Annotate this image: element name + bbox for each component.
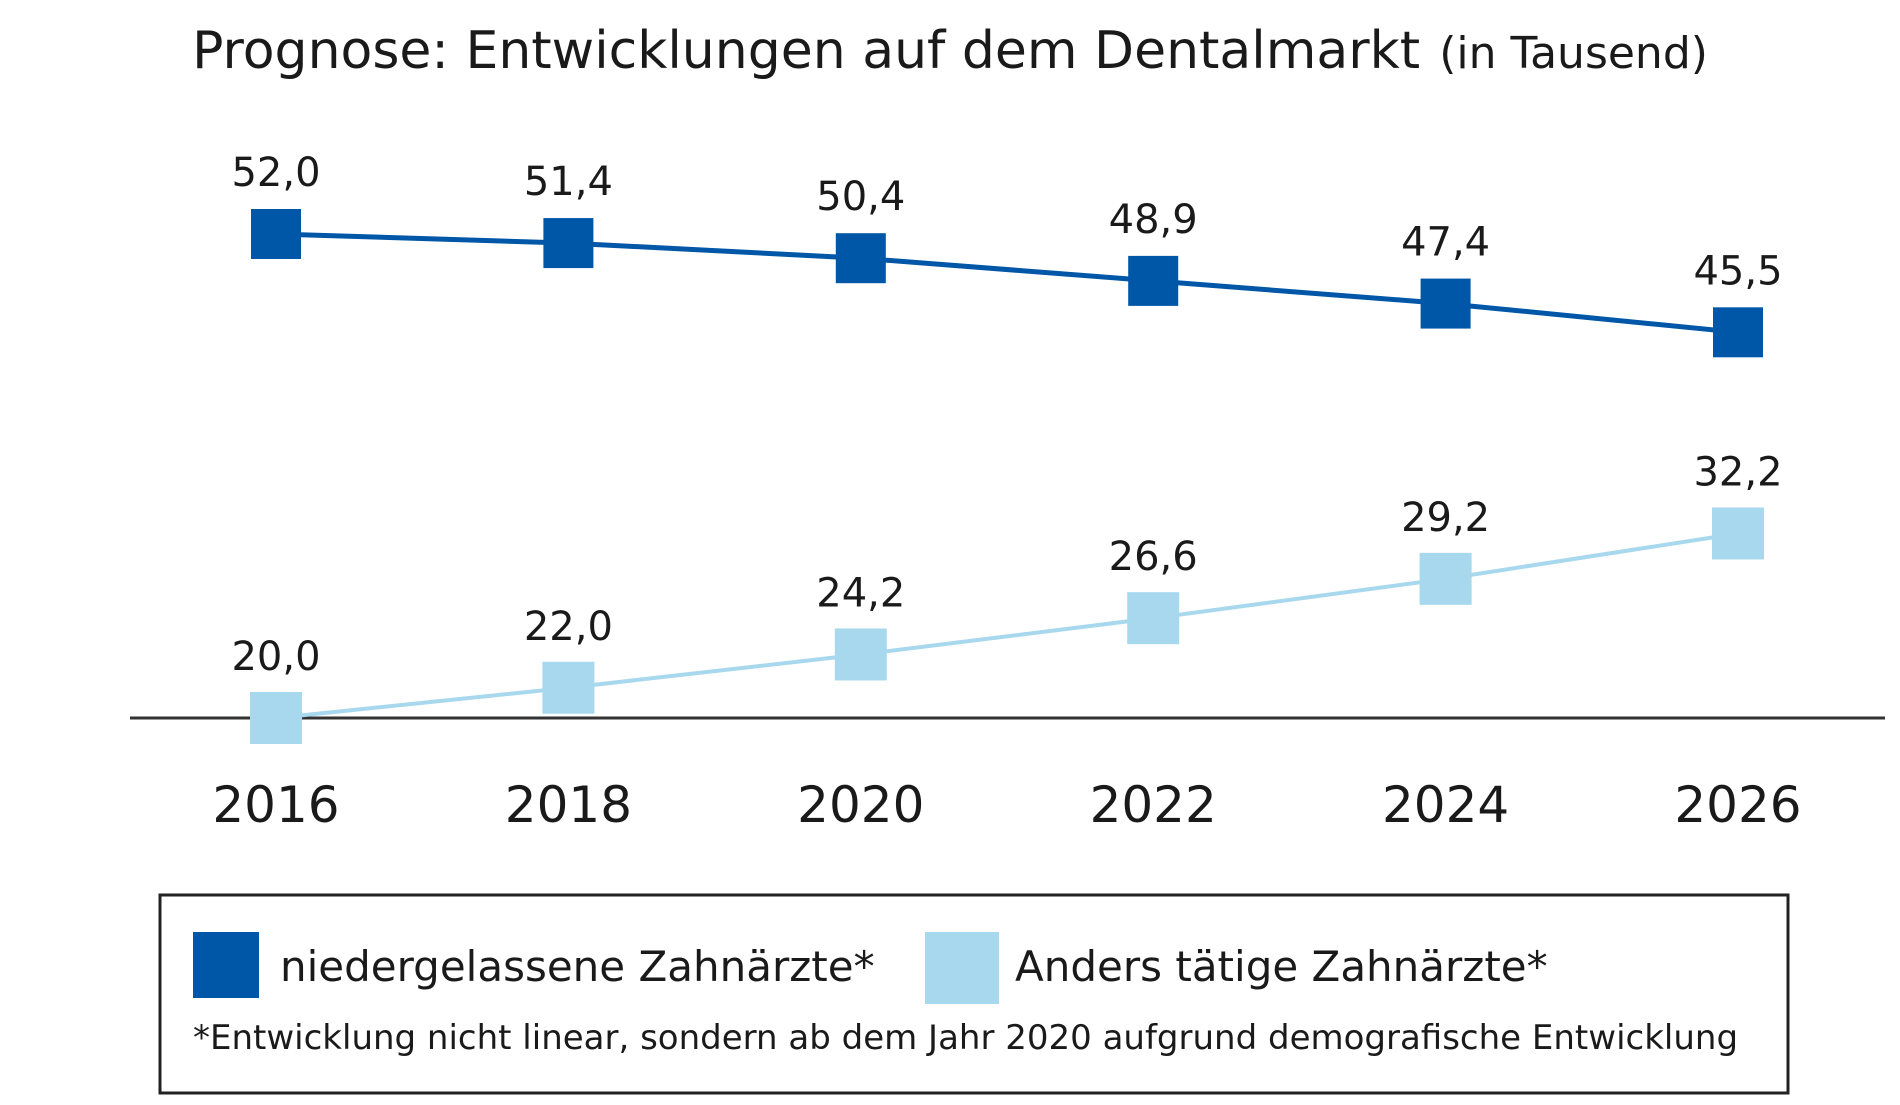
x-tick-label: 2020: [797, 776, 924, 834]
data-point: [1127, 592, 1180, 645]
data-label: 47,4: [1401, 220, 1490, 266]
legend-label-anders-taetige: Anders tätige Zahnärzte*: [1015, 942, 1548, 991]
data-point: [542, 661, 595, 714]
data-label: 20,0: [231, 634, 320, 680]
data-point: [543, 218, 594, 269]
series-line: [275, 231, 1739, 335]
data-label: 51,4: [524, 159, 613, 205]
x-tick-label: 2026: [1674, 776, 1801, 834]
legend-label-niedergelassene: niedergelassene Zahnärzte*: [280, 942, 875, 991]
legend: niedergelassene Zahnärzte* Anders tätige…: [158, 893, 1790, 1095]
data-label: 50,4: [816, 174, 905, 220]
x-tick-label: 2018: [505, 776, 632, 834]
data-point: [835, 233, 886, 284]
data-point: [1712, 507, 1764, 560]
x-tick-label: 2016: [212, 776, 339, 834]
x-tick-label: 2022: [1090, 776, 1217, 834]
series-line: [275, 531, 1739, 720]
legend-swatch-niedergelassene: [193, 932, 259, 998]
data-point: [834, 628, 887, 681]
series-layer: 52,0 51,4 50,4 48,9 47,4 45,5 20,0 22,0 24,2 26,6…: [231, 150, 1783, 744]
data-label: 29,2: [1401, 495, 1490, 541]
data-label: 26,6: [1109, 534, 1198, 580]
x-tick-labels: 2016 2018 2020 2022 2024 2026: [212, 776, 1801, 834]
chart-title: Prognose: Entwicklungen auf dem Dentalma…: [192, 21, 1708, 81]
legend-swatch-anders-taetige: [925, 932, 999, 1004]
data-label: 52,0: [231, 150, 320, 196]
legend-footnote: *Entwicklung nicht linear, sondern ab de…: [193, 1018, 1738, 1058]
data-point: [1419, 552, 1472, 605]
data-point: [1128, 255, 1179, 306]
legend-box: [158, 893, 1790, 1095]
data-point: [251, 209, 301, 259]
data-label: 48,9: [1109, 197, 1198, 243]
series-niedergelassene: 52,0 51,4 50,4 48,9 47,4 45,5: [231, 150, 1783, 358]
data-label: 32,2: [1693, 449, 1782, 495]
data-label: 24,2: [816, 570, 905, 616]
data-point: [1420, 278, 1471, 329]
data-point: [250, 692, 302, 744]
data-label: 22,0: [524, 604, 613, 650]
data-point: [1713, 307, 1763, 358]
series-anders-taetige: 20,0 22,0 24,2 26,6 29,2 32,2: [231, 449, 1783, 744]
x-tick-label: 2024: [1382, 776, 1509, 834]
data-label: 45,5: [1693, 248, 1782, 294]
